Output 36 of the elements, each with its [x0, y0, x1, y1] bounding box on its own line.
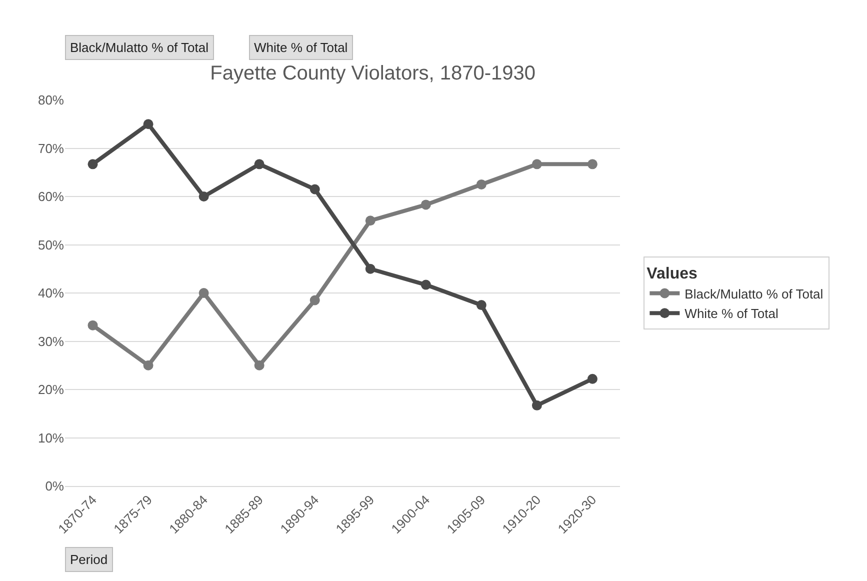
text: Black/Mulatto % of Total — [70, 40, 209, 55]
text: Period — [70, 552, 108, 567]
y-tick-label: 80% — [38, 92, 64, 108]
text: White % of Total — [254, 40, 348, 55]
legend-label: White % of Total — [684, 306, 778, 322]
y-tick-label: 10% — [38, 430, 64, 446]
y-tick-label: 50% — [38, 237, 64, 252]
legend-title: Values — [646, 265, 698, 282]
point — [587, 374, 598, 384]
y-tick-label: 30% — [38, 334, 64, 349]
point — [476, 300, 486, 310]
point — [310, 295, 320, 306]
y-tick-label: 60% — [38, 189, 64, 204]
y-tick-label: 20% — [38, 382, 64, 398]
point — [365, 216, 376, 226]
point — [88, 159, 98, 170]
point — [254, 360, 264, 370]
point — [587, 159, 598, 170]
point — [420, 280, 431, 290]
y-tick-label: 0% — [45, 478, 64, 494]
y-tick-label: 40% — [38, 286, 64, 301]
point — [476, 179, 486, 190]
point — [198, 288, 209, 298]
point — [365, 264, 376, 274]
point — [143, 360, 154, 370]
point — [310, 184, 320, 194]
point — [532, 159, 542, 170]
y-tick-label: 70% — [38, 140, 64, 156]
point — [88, 320, 98, 330]
chart-title: Fayette County Violators, 1870-1930 — [210, 62, 536, 85]
point — [254, 159, 264, 170]
point — [420, 200, 431, 210]
point — [532, 400, 542, 410]
point — [143, 119, 154, 130]
point — [198, 192, 209, 202]
legend-label: Black/Mulatto % of Total — [684, 286, 824, 302]
